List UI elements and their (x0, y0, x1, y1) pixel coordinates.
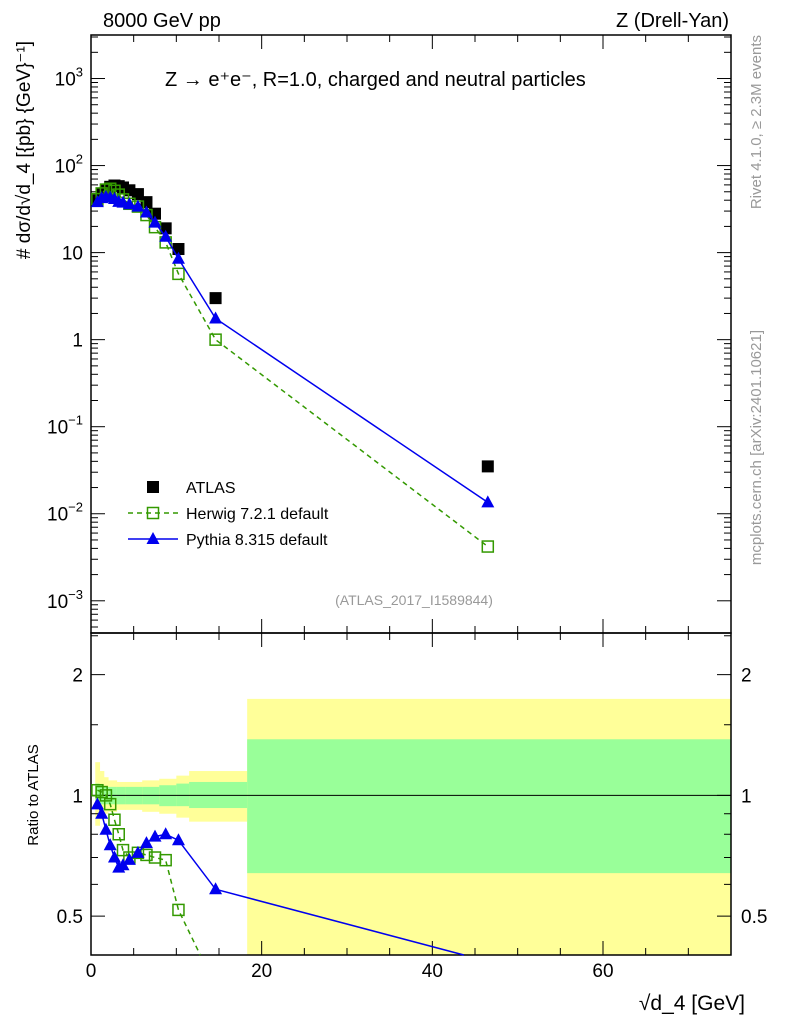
ratio-point-2 (116, 858, 130, 871)
legend-label: Pythia 8.315 default (186, 532, 328, 549)
legend-marker (146, 532, 160, 544)
y-tick-label: 103 (55, 65, 83, 91)
header-right: Z (Drell-Yan) (616, 10, 729, 32)
y-tick-base: 1 (72, 331, 83, 352)
x-axis-label: √d_4 [GeV] (639, 992, 745, 1015)
y-tick-label: 1 (72, 331, 83, 352)
y-axis-label: # dσ/d√d_4 [{pb} {GeV}⁻¹] (14, 41, 35, 259)
data-point-2 (139, 205, 153, 218)
ratio-tick-label-right: 1 (741, 786, 752, 807)
ratio-point-2 (148, 829, 162, 842)
ratio-point-1 (103, 797, 117, 811)
ratio-tick-label: 1 (72, 786, 83, 807)
ratio-point-1 (159, 853, 172, 867)
ratio-series (90, 783, 465, 956)
data-point-0 (172, 243, 185, 256)
legend-marker (146, 506, 160, 520)
analysis-label: (ATLAS_2017_I1589844) (335, 592, 493, 608)
data-point-1 (172, 267, 185, 281)
data-point-2 (131, 199, 145, 212)
data-point-0 (209, 292, 222, 305)
x-tick-label: 20 (251, 961, 272, 982)
ratio-bands (95, 698, 732, 955)
top-series (90, 179, 495, 553)
x-tick-label: 0 (86, 961, 97, 982)
data-point-2 (481, 495, 495, 508)
legend-marker (147, 481, 159, 493)
band-stat (95, 783, 101, 807)
ratio-point-1 (172, 903, 185, 917)
data-point-2 (122, 197, 136, 210)
legend-label: Herwig 7.2.1 default (186, 506, 329, 523)
x-tick-label: 40 (422, 961, 443, 982)
ratio-point-2 (122, 852, 136, 865)
y-tick-exp: 2 (76, 152, 83, 167)
ratio-point-1 (112, 828, 125, 841)
y-tick-exp: −2 (68, 500, 83, 515)
data-point-0 (481, 460, 494, 473)
y-tick-base: 10 (47, 418, 68, 439)
side-label-top: Rivet 4.1.0, ≥ 2.3M events (748, 35, 765, 209)
ratio-tick-label-right: 0.5 (741, 907, 767, 928)
ratio-point-1 (116, 843, 130, 857)
data-point-2 (171, 251, 185, 264)
ratio-frame (90, 632, 732, 956)
y-tick-label: 102 (55, 152, 83, 178)
band-stat (176, 783, 190, 807)
ratio-point-2 (90, 797, 104, 810)
y-tick-exp: 3 (76, 65, 83, 80)
ratio-tick-label: 2 (72, 666, 83, 687)
y-tick-label: 10−3 (47, 587, 83, 613)
ratio-point-2 (139, 836, 153, 849)
y-tick-exp: −3 (68, 587, 83, 602)
ratio-point-2 (171, 833, 185, 846)
y-tick-label: 10−2 (47, 500, 83, 526)
ratio-point-2 (107, 850, 121, 863)
ratio-point-2 (209, 882, 223, 895)
side-label-bottom: mcplots.cern.ch [arXiv:2401.10621] (748, 330, 765, 565)
band-stat (247, 739, 732, 874)
y-tick-base: 10 (55, 70, 76, 91)
header-left: 8000 GeV pp (103, 10, 221, 32)
ratio-point-2 (159, 827, 173, 840)
y-tick-base: 10 (55, 157, 76, 178)
x-tick-label: 60 (592, 961, 613, 982)
ratio-point-1 (99, 789, 113, 802)
ratio-point-2 (103, 838, 117, 851)
data-point-2 (209, 311, 223, 324)
ratio-point-2 (131, 845, 145, 858)
data-point-2 (148, 215, 162, 228)
ratio-point-1 (148, 851, 162, 864)
data-point-0 (123, 184, 136, 197)
data-point-2 (159, 229, 173, 242)
y-tick-label: 10 (62, 244, 83, 265)
legend-label: ATLAS (186, 480, 236, 497)
data-point-1 (209, 333, 222, 346)
y-tick-label: 10−1 (47, 413, 83, 439)
y-tick-exp: −1 (68, 413, 83, 428)
y-tick-base: 10 (62, 244, 83, 265)
ratio-point-1 (95, 785, 108, 799)
plot-title: Z → e⁺e⁻, R=1.0, charged and neutral par… (165, 69, 586, 91)
ratio-point-1 (108, 813, 121, 826)
series-line-2 (96, 196, 489, 504)
data-point-1 (481, 540, 495, 553)
data-point-0 (159, 222, 172, 235)
y-tick-base: 10 (47, 505, 68, 526)
ratio-point-2 (99, 822, 113, 835)
band-stat (99, 785, 105, 805)
ratio-tick-label: 0.5 (57, 907, 83, 928)
ratio-y-label: Ratio to ATLAS (25, 744, 42, 845)
ratio-tick-label-right: 2 (741, 666, 752, 687)
ratio-point-2 (95, 806, 109, 819)
y-tick-base: 10 (47, 592, 68, 613)
